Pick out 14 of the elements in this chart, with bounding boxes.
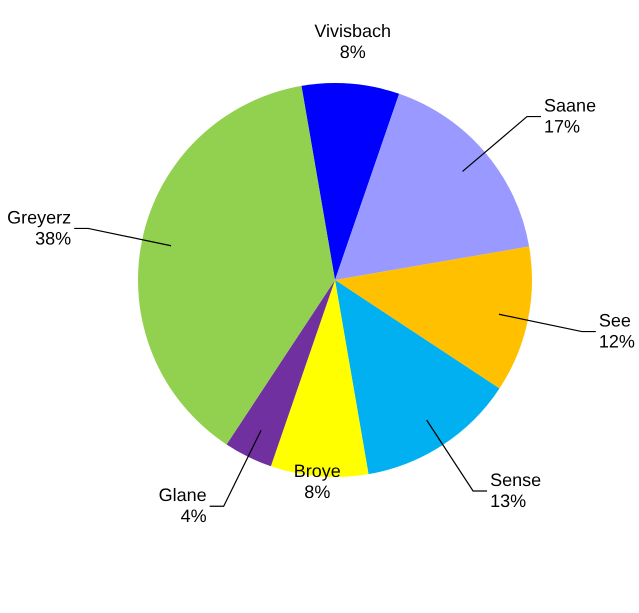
data-label: 13%	[490, 490, 526, 511]
data-label: 38%	[35, 228, 72, 248]
slice-label: Saane	[544, 96, 596, 116]
slice-label: Sense	[490, 470, 542, 490]
slice-label: Vivisbach	[314, 21, 392, 42]
slice-label: Broye	[294, 460, 341, 481]
slice-label: See	[598, 310, 631, 331]
slice-label: Greyerz	[7, 207, 72, 228]
slice-label: Glane	[158, 485, 207, 506]
data-label: 8%	[340, 42, 366, 62]
data-label: 17%	[544, 116, 580, 137]
data-label: 8%	[304, 482, 330, 502]
data-label: 4%	[180, 506, 207, 526]
data-label: 12%	[598, 332, 635, 352]
